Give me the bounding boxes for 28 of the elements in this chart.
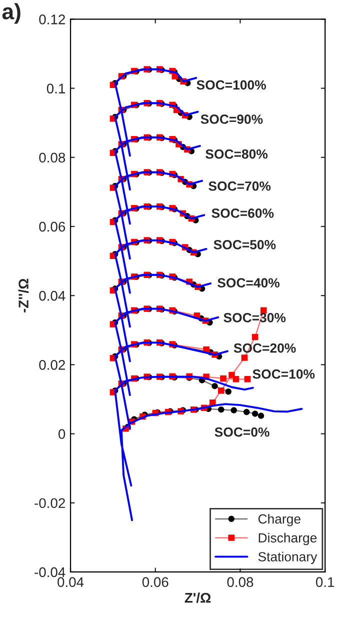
x-tick-label: 0.06 (142, 577, 168, 588)
annotation: SOC=0% (214, 427, 270, 437)
x-tick-label: 0.04 (58, 577, 84, 588)
x-tick-label: 0.1 (316, 577, 334, 588)
annotation: SOC=40% (218, 278, 280, 288)
legend-label: Charge (258, 514, 300, 526)
annotation: SOC=10% (252, 369, 315, 379)
annotation: SOC=90% (200, 114, 263, 124)
y-tick-label: 0.02 (39, 360, 65, 370)
annotation: SOC=80% (206, 149, 268, 159)
annotation: SOC=60% (212, 208, 274, 218)
y-tick-label: 0.04 (39, 290, 66, 301)
legend-label: Discharge (258, 532, 317, 546)
y-tick-label: 0.1 (46, 84, 65, 94)
y-tick-label: 0.06 (39, 222, 66, 232)
y-tick-label: 0.12 (39, 14, 65, 24)
y-tick-label: -0.04 (34, 567, 66, 578)
y-axis-title: -Z''/Ω (18, 278, 29, 312)
y-tick-label: -0.02 (34, 498, 65, 508)
y-tick-label: 0 (58, 429, 66, 439)
x-axis-title: Z'/Ω (184, 592, 211, 603)
legend-label: Stationary (258, 552, 318, 564)
y-tick-label: 0.08 (39, 152, 66, 163)
text: a) (2, 3, 20, 24)
annotation: SOC=100% (196, 80, 266, 90)
annotation: SOC=70% (208, 181, 271, 191)
annotation: SOC=50% (214, 240, 276, 250)
x-tick-label: 0.08 (227, 577, 254, 588)
